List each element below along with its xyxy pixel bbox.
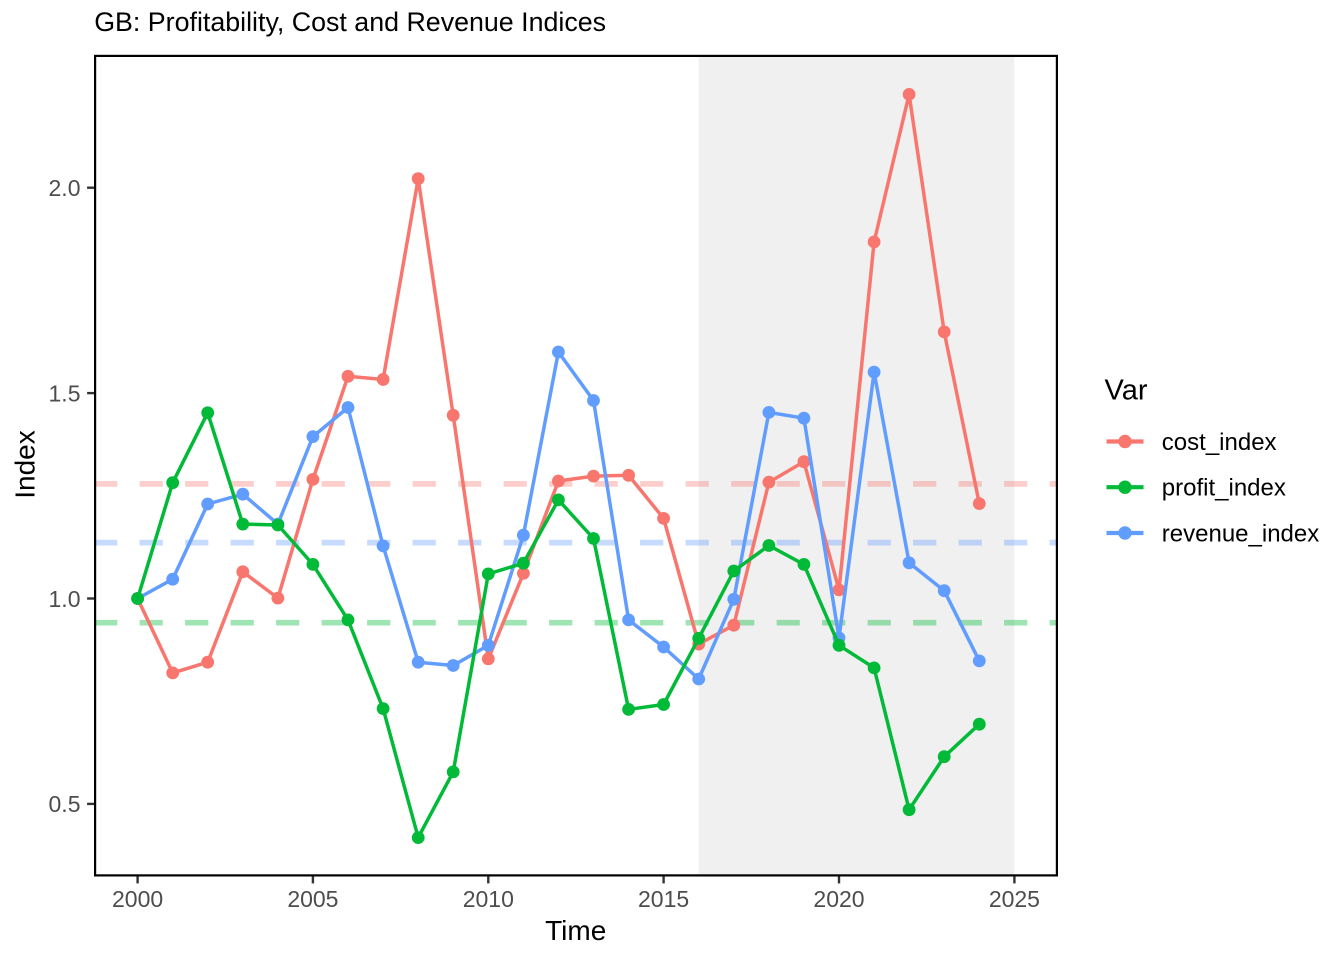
svg-text:revenue_index: revenue_index — [1162, 520, 1319, 547]
svg-text:2000: 2000 — [112, 886, 163, 912]
svg-text:2020: 2020 — [813, 886, 864, 912]
svg-text:GB: Profitability, Cost and Re: GB: Profitability, Cost and Revenue Indi… — [94, 7, 606, 37]
svg-text:Index: Index — [10, 430, 41, 499]
svg-text:2010: 2010 — [463, 886, 514, 912]
svg-text:1.5: 1.5 — [49, 380, 81, 406]
svg-text:2005: 2005 — [287, 886, 338, 912]
svg-text:Var: Var — [1105, 375, 1148, 407]
svg-text:Time: Time — [545, 915, 606, 946]
svg-text:2025: 2025 — [989, 886, 1040, 912]
svg-text:cost_index: cost_index — [1162, 429, 1277, 456]
svg-text:0.5: 0.5 — [49, 791, 81, 817]
svg-text:1.0: 1.0 — [49, 586, 81, 612]
svg-text:2015: 2015 — [638, 886, 689, 912]
svg-text:profit_index: profit_index — [1162, 475, 1286, 502]
svg-text:2.0: 2.0 — [49, 175, 81, 201]
